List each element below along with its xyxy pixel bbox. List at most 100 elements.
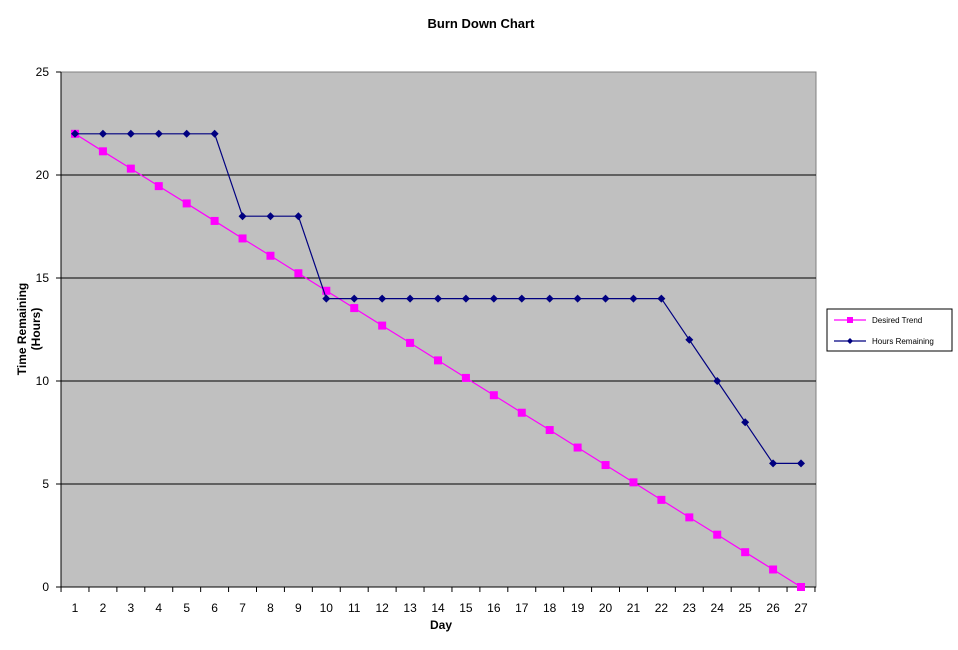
- data-point: [98, 147, 107, 156]
- data-point: [685, 513, 694, 522]
- data-point: [266, 251, 275, 260]
- data-point: [294, 269, 303, 278]
- data-point: [517, 294, 526, 303]
- x-tick-label: 21: [627, 601, 641, 615]
- data-point: [741, 418, 750, 427]
- y-tick-label: 5: [42, 477, 49, 491]
- y-tick-label: 15: [36, 271, 50, 285]
- y-tick-label: 25: [36, 65, 50, 79]
- x-tick-label: 25: [738, 601, 752, 615]
- data-point: [545, 294, 554, 303]
- legend-label: Hours Remaining: [872, 337, 934, 346]
- x-tick-label: 24: [711, 601, 725, 615]
- data-point: [182, 129, 191, 138]
- data-point: [573, 294, 582, 303]
- x-tick-label: 16: [487, 601, 501, 615]
- x-tick-label: 2: [100, 601, 107, 615]
- series-hours-remaining: [71, 129, 805, 468]
- x-axis-ticks: 1 2 3 4 5 6 7 8 9 10 11 12 13 14 15 16 17 18 19 20 21 22 23 24 2…: [60, 587, 816, 615]
- data-point: [741, 548, 750, 557]
- x-tick-label: 6: [211, 601, 218, 615]
- x-tick-label: 19: [571, 601, 585, 615]
- data-point: [98, 129, 107, 138]
- plot-area: [60, 71, 817, 588]
- data-point: [434, 356, 442, 365]
- data-point: [629, 478, 638, 487]
- data-point: [797, 583, 805, 591]
- axes: [60, 72, 816, 588]
- data-point: [154, 182, 163, 191]
- data-point: [657, 294, 666, 303]
- legend-box: [826, 308, 953, 352]
- data-point: [266, 212, 275, 221]
- x-tick-label: 9: [295, 601, 302, 615]
- x-tick-label: 3: [128, 601, 135, 615]
- data-point: [406, 294, 415, 303]
- data-point: [545, 426, 554, 435]
- data-point: [713, 377, 722, 385]
- series-layer: [71, 129, 805, 591]
- data-point: [322, 294, 331, 303]
- x-tick-label: 7: [239, 601, 246, 615]
- x-tick-label: 4: [155, 601, 162, 615]
- data-point: [461, 373, 470, 382]
- x-tick-label: 27: [794, 601, 808, 615]
- data-point: [210, 129, 219, 138]
- x-tick-label: 11: [348, 601, 361, 615]
- x-axis-title: Day: [430, 618, 452, 632]
- legend-marker: [847, 338, 853, 344]
- data-point: [685, 335, 694, 344]
- data-point: [629, 294, 638, 303]
- x-tick-label: 8: [267, 601, 274, 615]
- x-tick-label: 23: [683, 601, 697, 615]
- legend-item: Desired Trend: [834, 316, 922, 325]
- gridlines: [61, 174, 816, 485]
- data-point: [350, 304, 359, 313]
- y-tick-label: 20: [36, 168, 50, 182]
- data-point: [322, 286, 331, 295]
- x-tick-label: 10: [320, 601, 334, 615]
- chart-title: Burn Down Chart: [428, 16, 536, 31]
- data-point: [713, 530, 722, 539]
- data-point: [517, 408, 526, 417]
- y-axis-title-line-1: Time Remaining: [15, 283, 29, 375]
- x-tick-label: 15: [459, 601, 473, 615]
- y-axis-title: Time Remaining (Hours): [15, 283, 43, 375]
- data-point: [769, 565, 778, 574]
- x-tick-label: 26: [766, 601, 780, 615]
- data-point: [238, 212, 247, 221]
- data-point: [769, 459, 778, 468]
- series-desired-trend: [71, 129, 805, 591]
- data-point: [797, 459, 805, 468]
- x-tick-label: 18: [543, 601, 557, 615]
- data-point: [489, 294, 498, 303]
- data-point: [378, 321, 387, 330]
- y-axis-ticks: 0 5 10 15 20 25: [36, 65, 61, 594]
- data-point: [378, 294, 387, 303]
- data-point: [350, 294, 359, 303]
- x-tick-label: 13: [403, 601, 417, 615]
- x-tick-label: 1: [72, 601, 79, 615]
- data-point: [601, 461, 610, 470]
- data-point: [657, 495, 666, 504]
- data-point: [489, 391, 498, 400]
- x-tick-label: 12: [375, 601, 389, 615]
- y-axis-title-line-2: (Hours): [29, 308, 43, 351]
- data-point: [210, 216, 219, 225]
- x-tick-label: 22: [655, 601, 669, 615]
- data-point: [406, 338, 415, 347]
- x-tick-label: 20: [599, 601, 613, 615]
- legend: Desired Trend Hours Remaining: [826, 308, 953, 352]
- data-point: [573, 443, 582, 452]
- x-tick-label: 14: [431, 601, 445, 615]
- legend-label: Desired Trend: [872, 316, 922, 325]
- data-point: [294, 212, 303, 221]
- x-tick-label: 5: [183, 601, 190, 615]
- data-point: [601, 294, 610, 303]
- legend-marker: [847, 317, 853, 323]
- y-tick-label: 10: [36, 374, 50, 388]
- data-point: [126, 129, 135, 138]
- legend-item: Hours Remaining: [834, 337, 934, 346]
- data-point: [434, 294, 442, 303]
